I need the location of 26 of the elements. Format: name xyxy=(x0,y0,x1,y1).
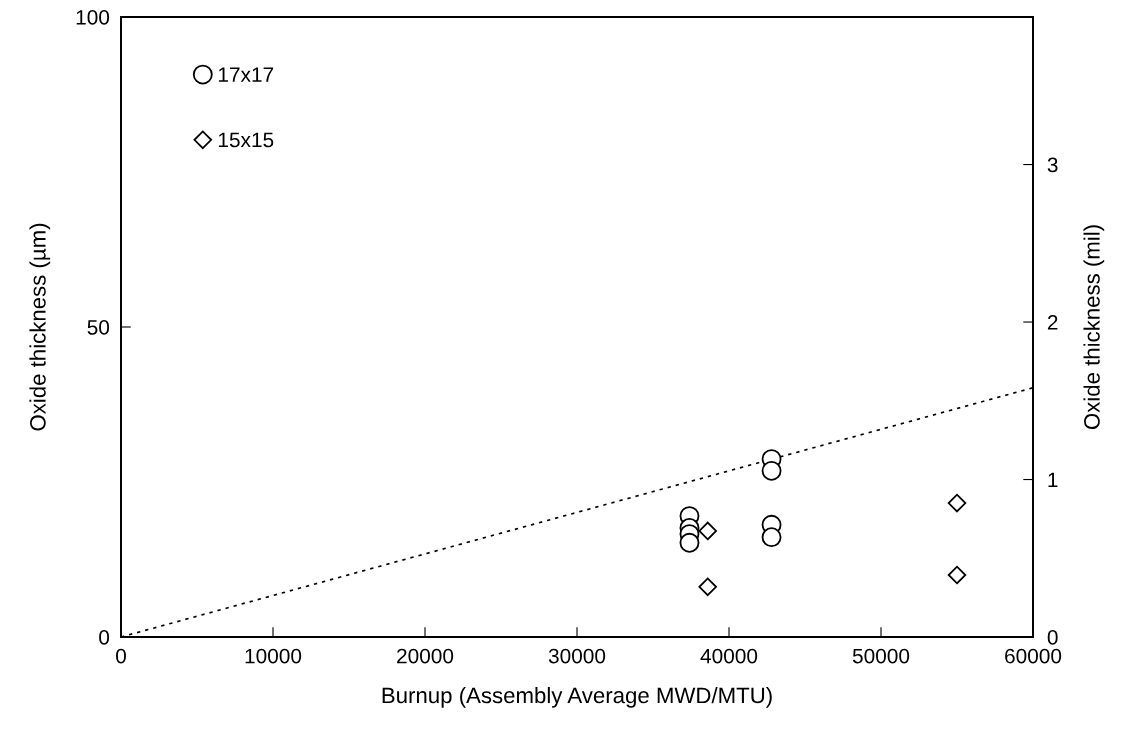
y-tick-label: 50 xyxy=(87,320,110,335)
x-tick-label: 30000 xyxy=(548,648,606,664)
y2-axis-title: Oxide thickness (mil) xyxy=(1083,225,1105,430)
y2-tick-label: 1 xyxy=(1048,472,1058,488)
point xyxy=(679,532,700,553)
point xyxy=(698,577,717,597)
y2-tick-label: 0 xyxy=(1047,630,1058,645)
point xyxy=(947,493,967,513)
y-axis-title: Oxide thickness (µm) xyxy=(29,223,51,431)
legend-label: 15x15 xyxy=(218,132,274,148)
y-tick-label: 0 xyxy=(99,630,110,645)
y2-tick-label: 2 xyxy=(1047,315,1058,330)
x-tick-label: 10000 xyxy=(245,648,302,664)
point xyxy=(698,521,717,541)
point xyxy=(947,565,967,585)
point xyxy=(761,527,782,548)
point xyxy=(761,460,782,481)
y-tick-label: 100 xyxy=(76,10,110,25)
x-tick-label: 60000 xyxy=(1005,648,1062,664)
y2-tick-label: 3 xyxy=(1047,157,1058,173)
x-tick-label: 20000 xyxy=(397,648,454,664)
x-axis-title: Burnup (Assembly Average MWD/MTU) xyxy=(382,686,772,708)
x-tick-label: 40000 xyxy=(700,648,758,664)
x-tick-label: 50000 xyxy=(852,648,910,664)
x-tick-label: 0 xyxy=(116,648,126,664)
legend-label: 17x17 xyxy=(218,67,274,82)
